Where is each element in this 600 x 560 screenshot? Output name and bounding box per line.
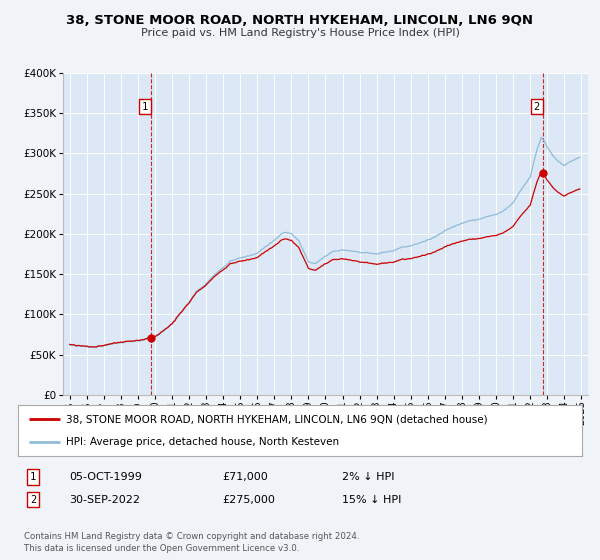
Text: £71,000: £71,000: [222, 472, 268, 482]
Text: £275,000: £275,000: [222, 494, 275, 505]
Text: 2: 2: [30, 494, 36, 505]
Text: This data is licensed under the Open Government Licence v3.0.: This data is licensed under the Open Gov…: [24, 544, 299, 553]
Text: 1: 1: [30, 472, 36, 482]
Text: 2: 2: [534, 101, 540, 111]
Text: 15% ↓ HPI: 15% ↓ HPI: [342, 494, 401, 505]
Text: 2% ↓ HPI: 2% ↓ HPI: [342, 472, 395, 482]
Text: 05-OCT-1999: 05-OCT-1999: [69, 472, 142, 482]
Text: HPI: Average price, detached house, North Kesteven: HPI: Average price, detached house, Nort…: [66, 437, 339, 447]
Text: 38, STONE MOOR ROAD, NORTH HYKEHAM, LINCOLN, LN6 9QN (detached house): 38, STONE MOOR ROAD, NORTH HYKEHAM, LINC…: [66, 414, 488, 424]
Text: Price paid vs. HM Land Registry's House Price Index (HPI): Price paid vs. HM Land Registry's House …: [140, 28, 460, 38]
Text: Contains HM Land Registry data © Crown copyright and database right 2024.: Contains HM Land Registry data © Crown c…: [24, 532, 359, 541]
Text: 38, STONE MOOR ROAD, NORTH HYKEHAM, LINCOLN, LN6 9QN: 38, STONE MOOR ROAD, NORTH HYKEHAM, LINC…: [67, 14, 533, 27]
Text: 30-SEP-2022: 30-SEP-2022: [69, 494, 140, 505]
Text: 1: 1: [142, 101, 148, 111]
